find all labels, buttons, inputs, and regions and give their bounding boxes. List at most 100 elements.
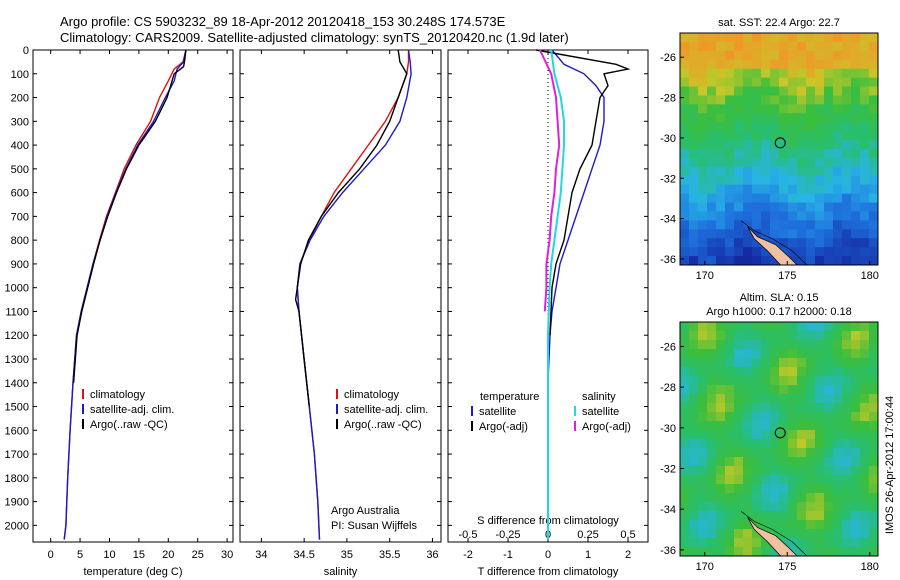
map-cell <box>833 175 843 186</box>
map-cell <box>833 104 843 114</box>
map-cell <box>797 538 807 548</box>
map-cell <box>689 86 699 96</box>
map-cell <box>725 256 735 266</box>
map-cell <box>779 475 789 485</box>
map-cell <box>707 349 717 359</box>
map-cell <box>842 157 852 168</box>
map-cell <box>824 33 834 43</box>
map-cell <box>797 466 807 476</box>
map-cell <box>734 529 744 539</box>
map-cell <box>716 520 726 530</box>
map-cell <box>680 247 690 257</box>
map-cell <box>842 41 852 52</box>
map-cell <box>833 412 843 422</box>
map-cell <box>869 340 879 350</box>
map-cell <box>752 41 762 52</box>
map-cell <box>716 484 726 494</box>
map-cell <box>761 484 771 494</box>
map-cell <box>689 95 699 105</box>
map-cell <box>725 412 735 422</box>
map-cell <box>689 430 699 440</box>
map-cell <box>797 322 807 332</box>
map-cell <box>788 184 798 195</box>
legend-entry: climatology <box>90 389 146 401</box>
map-cell <box>842 367 852 377</box>
map-cell <box>752 547 762 557</box>
map-cell <box>743 131 753 141</box>
map-cell <box>707 149 717 159</box>
legend-title-salinity: salinity <box>582 391 616 403</box>
map-cell <box>797 238 807 248</box>
map-cell <box>689 175 699 186</box>
map-cell <box>716 457 726 467</box>
map-cell <box>734 113 744 123</box>
map-cell <box>752 430 762 440</box>
map-cell <box>779 166 789 177</box>
map-cell <box>761 448 771 458</box>
map-cell <box>860 349 870 359</box>
map-cell <box>707 104 717 114</box>
map-cell <box>680 229 690 239</box>
map-cell <box>716 475 726 485</box>
map-cell <box>761 59 771 70</box>
map-cell <box>725 520 735 530</box>
map-cell <box>707 157 717 168</box>
map-cell <box>833 86 843 96</box>
map-cell <box>716 547 726 557</box>
map-cell <box>761 202 771 212</box>
map-cell <box>824 247 834 257</box>
map-cell <box>806 68 816 79</box>
map-cell <box>788 220 798 230</box>
map-cell <box>689 547 699 557</box>
map-cell <box>869 448 879 458</box>
map-cell <box>824 68 834 79</box>
map-cell <box>824 331 834 341</box>
contour-line <box>740 510 808 557</box>
map-cell <box>869 157 879 168</box>
map-cell <box>716 331 726 341</box>
map-cell <box>788 238 798 248</box>
map-cell <box>842 140 852 150</box>
map-cell <box>833 349 843 359</box>
map-cell <box>806 538 816 548</box>
map-cell <box>716 439 726 449</box>
x-tick-label: 15 <box>133 549 145 561</box>
map-cell <box>806 122 816 132</box>
map-cell <box>860 385 870 395</box>
map-cell <box>689 68 699 79</box>
map-cell <box>842 77 852 88</box>
map-cell <box>716 175 726 186</box>
map-cell <box>797 256 807 266</box>
map-cell <box>788 475 798 485</box>
map-cell <box>689 104 699 114</box>
map-cell <box>734 349 744 359</box>
map-cell <box>824 238 834 248</box>
map-cell <box>851 457 861 467</box>
map-cell <box>788 50 798 61</box>
map-cell <box>707 475 717 485</box>
map-cell <box>815 77 825 88</box>
map-cell <box>779 211 789 221</box>
map-cell <box>788 41 798 52</box>
map-cell <box>797 202 807 212</box>
map-cell <box>680 385 690 395</box>
map-cell <box>743 104 753 114</box>
map-cell <box>707 547 717 557</box>
map-cell <box>707 430 717 440</box>
map-cell <box>779 229 789 239</box>
map-cell <box>743 331 753 341</box>
map-cell <box>698 367 708 377</box>
map-cell <box>725 529 735 539</box>
map-cell <box>869 385 879 395</box>
map-cell <box>743 538 753 548</box>
map-cell <box>842 421 852 431</box>
map-cell <box>860 367 870 377</box>
map-cell <box>680 340 690 350</box>
map-cell <box>788 439 798 449</box>
map-cell <box>725 211 735 221</box>
map-cell <box>743 430 753 440</box>
map-cell <box>788 322 798 332</box>
map-cell <box>806 475 816 485</box>
map-cell <box>842 484 852 494</box>
map-y-tick-label: -30 <box>660 423 676 435</box>
